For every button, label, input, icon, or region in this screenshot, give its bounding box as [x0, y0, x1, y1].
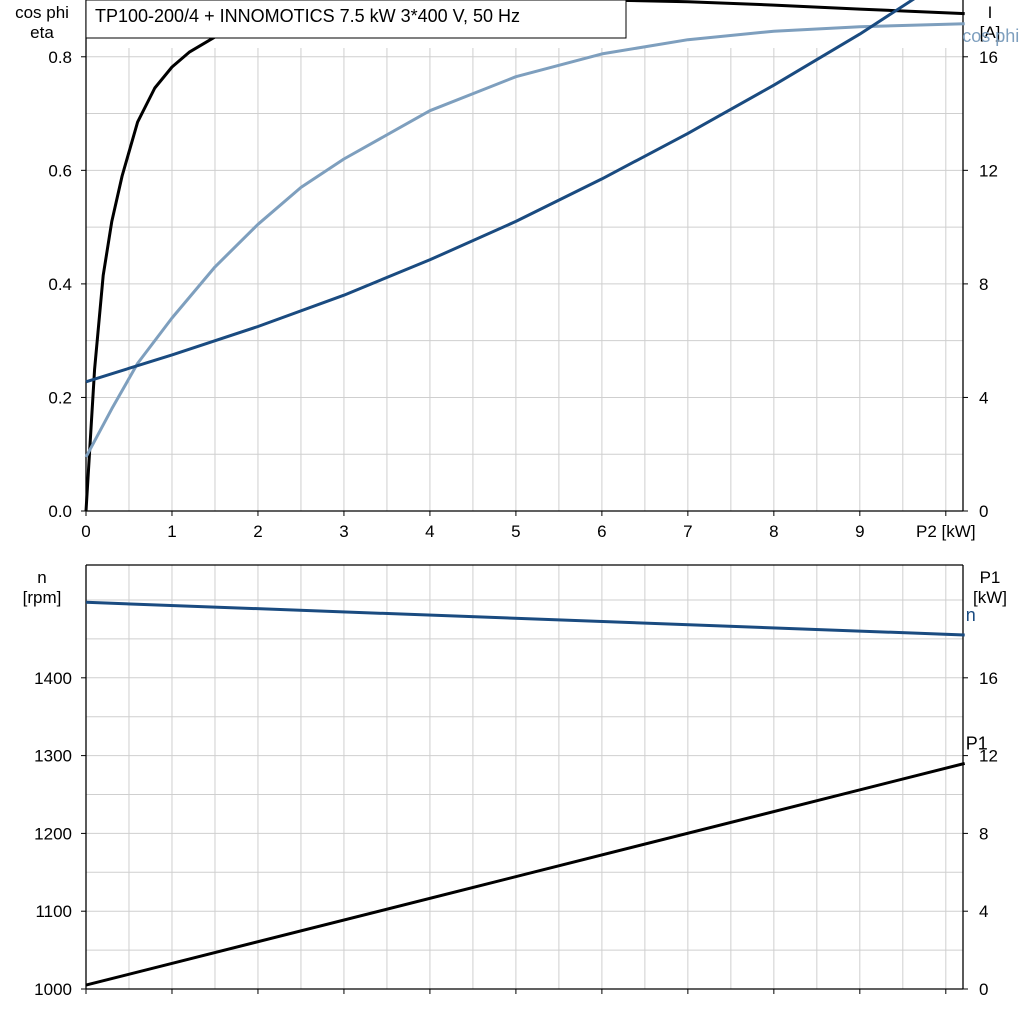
chart-title-box: TP100-200/4 + INNOMOTICS 7.5 kW 3*400 V,… — [85, 0, 627, 39]
title-frame — [85, 0, 627, 39]
x-tick-label: 7 — [683, 522, 692, 541]
left-axis-label: eta — [30, 23, 54, 42]
right-axis-label: [kW] — [973, 588, 1007, 607]
left-axis-label: n — [37, 568, 46, 587]
x-tick-label: 5 — [511, 522, 520, 541]
bottom-panel: 100011001200130014000481216n[rpm]P1[kW]n… — [23, 564, 1007, 999]
right-tick-label: 12 — [979, 747, 998, 766]
series-label-n: n — [966, 605, 976, 625]
left-tick-label: 1100 — [35, 902, 72, 921]
left-tick-label: 0.4 — [48, 275, 72, 294]
right-tick-label: 0 — [979, 980, 988, 999]
left-tick-label: 0.0 — [48, 502, 72, 521]
x-tick-label: 4 — [425, 522, 434, 541]
right-tick-label: 16 — [979, 48, 998, 67]
left-tick-label: 0.2 — [48, 388, 72, 407]
x-tick-label: 8 — [769, 522, 778, 541]
chart-title: TP100-200/4 + INNOMOTICS 7.5 kW 3*400 V,… — [95, 6, 520, 26]
series-line-i — [85, 0, 916, 384]
series-label-p1: P1 — [966, 733, 988, 753]
right-tick-label: 0 — [979, 502, 988, 521]
left-axis-label: cos phi — [15, 3, 69, 22]
left-tick-label: 1400 — [34, 669, 72, 688]
left-tick-label: 0.8 — [48, 48, 72, 67]
series-line-n — [85, 600, 965, 637]
right-axis-label: [A] — [980, 23, 1001, 42]
left-tick-label: 1000 — [34, 980, 72, 999]
series-label-cos-phi: cos phi — [962, 26, 1019, 46]
x-axis-label: P2 [kW] — [916, 522, 976, 541]
x-tick-label: 0 — [81, 522, 90, 541]
series-label-eta: eta — [968, 0, 994, 4]
right-tick-label: 4 — [979, 902, 988, 921]
series-line-p1 — [85, 761, 966, 987]
x-tick-label: 2 — [253, 522, 262, 541]
right-tick-label: 8 — [979, 275, 988, 294]
right-axis-label: I — [988, 3, 993, 22]
series-line-cos-phi — [84, 22, 965, 458]
right-axis-label: P1 — [980, 568, 1001, 587]
right-tick-label: 12 — [979, 161, 998, 180]
series-line-eta — [84, 0, 965, 512]
left-tick-label: 0.6 — [48, 161, 72, 180]
right-tick-label: 16 — [979, 669, 998, 688]
x-tick-label: 1 — [167, 522, 176, 541]
x-tick-label: 9 — [855, 522, 864, 541]
x-tick-label: 3 — [339, 522, 348, 541]
left-tick-label: 1300 — [34, 747, 72, 766]
right-tick-label: 8 — [979, 824, 988, 843]
left-tick-label: 1200 — [34, 824, 72, 843]
left-axis-label: [rpm] — [23, 588, 62, 607]
right-tick-label: 4 — [979, 388, 988, 407]
x-tick-label: 6 — [597, 522, 606, 541]
